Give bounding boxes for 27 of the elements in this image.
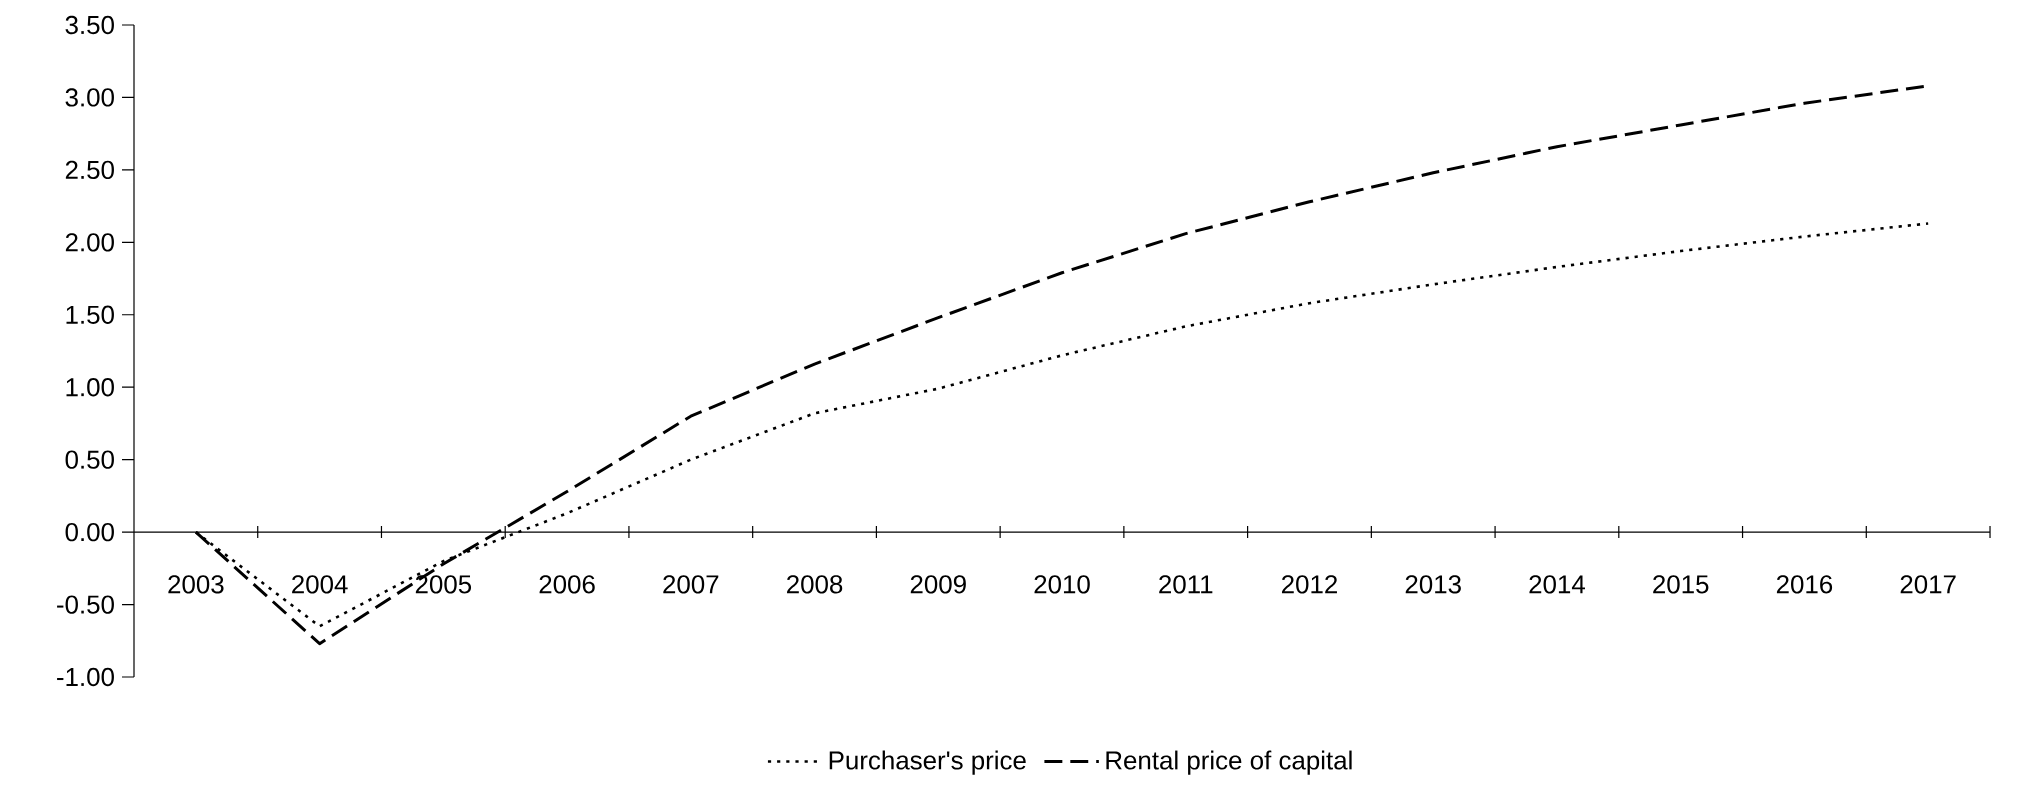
x-tick-label: 2013: [1405, 575, 1461, 594]
y-tick-label: 3.00: [65, 88, 114, 107]
x-tick-label: 2014: [1529, 575, 1585, 594]
legend-label: Rental price of capital: [1106, 750, 1352, 775]
x-tick-label: 2017: [1900, 575, 1956, 594]
x-tick-label: 2011: [1159, 575, 1213, 594]
x-tick-label: 2004: [292, 575, 348, 594]
x-tick-label: 2009: [910, 575, 966, 594]
x-tick-label: 2007: [663, 575, 719, 594]
y-tick-label: 1.50: [66, 305, 114, 324]
y-tick-label: 2.50: [65, 160, 114, 180]
x-tick-label: 2015: [1653, 575, 1709, 594]
x-tick-label: 2005: [415, 575, 472, 594]
x-tick-label: 2016: [1776, 575, 1833, 594]
y-tick-label: -1.00: [57, 667, 114, 687]
x-tick-label: 2003: [168, 575, 224, 594]
x-tick-label: 2012: [1281, 575, 1337, 594]
legend-label: Purchaser's price: [829, 750, 1026, 775]
y-tick-label: 3.50: [65, 15, 114, 35]
y-tick-label: 0.00: [65, 522, 114, 542]
y-tick-label: 0.50: [65, 450, 114, 469]
y-tick-label: 1.00: [66, 378, 114, 397]
x-tick-label: 2010: [1034, 575, 1090, 594]
y-tick-label: 2.00: [65, 233, 114, 252]
x-tick-label: 2006: [539, 575, 595, 594]
x-tick-label: 2008: [787, 575, 843, 594]
y-tick-label: -0.50: [57, 595, 114, 614]
